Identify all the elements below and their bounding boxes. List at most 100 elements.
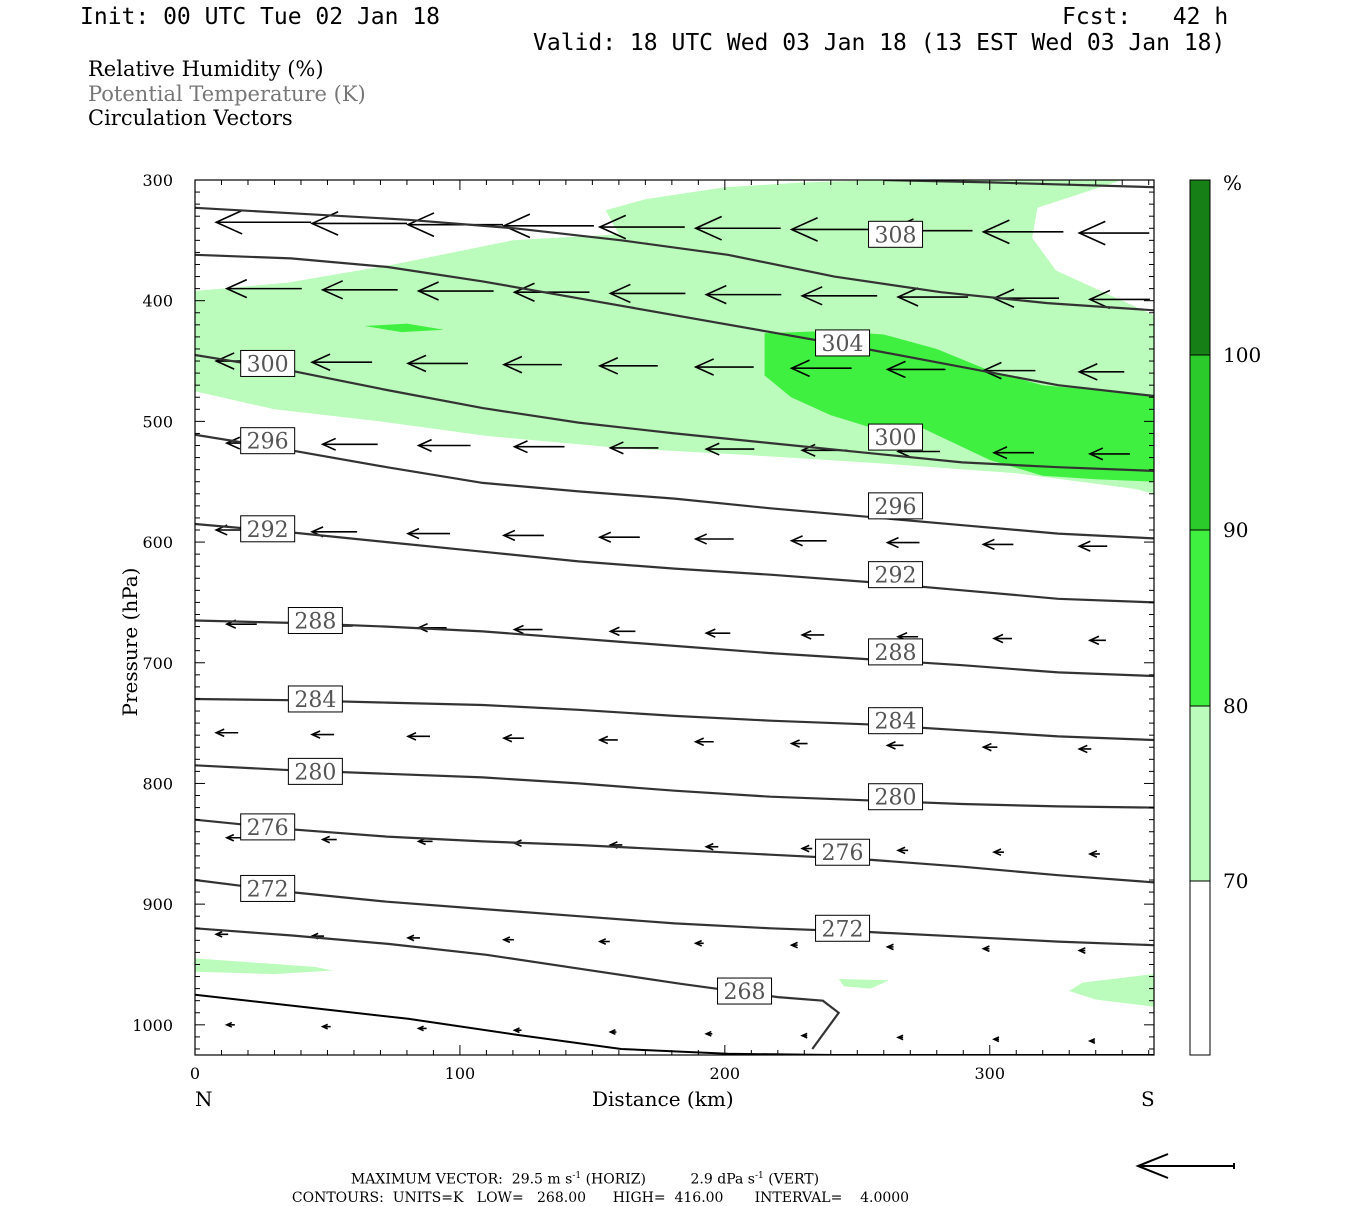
svg-text:304: 304: [822, 332, 864, 357]
y-tick-label: 400: [142, 292, 173, 311]
x-tick-label: 0: [190, 1064, 200, 1083]
vector-arrow: [885, 360, 946, 379]
y-tick-label: 800: [142, 774, 173, 793]
isentrope-label: 300: [868, 423, 924, 451]
vector-arrow: [800, 630, 825, 640]
svg-text:272: 272: [247, 877, 289, 902]
vector-arrow: [214, 728, 239, 738]
vector-arrow: [885, 943, 894, 951]
vector-arrow: [704, 1030, 713, 1037]
circulation-vectors: [214, 209, 1150, 1045]
north-label: N: [195, 1087, 213, 1111]
svg-text:296: 296: [875, 495, 917, 520]
x-axis-label: Distance (km): [592, 1087, 734, 1111]
colorbar-segment: [1190, 706, 1210, 881]
vector-arrow: [693, 533, 734, 545]
vector-arrow: [693, 939, 704, 947]
vector-arrow: [224, 278, 302, 299]
colorbar-level-label: 70: [1223, 869, 1248, 893]
isentrope-line: [195, 697, 1154, 742]
isentrope-label: 308: [868, 220, 924, 248]
colorbar-level-label: 100: [1223, 343, 1261, 367]
isentrope-line: [195, 878, 1154, 947]
y-tick-label: 300: [142, 171, 173, 190]
vector-arrow: [310, 353, 373, 372]
vector-arrow: [320, 1023, 331, 1030]
vector-arrow: [789, 359, 852, 378]
isentrope-label: 276: [815, 838, 871, 866]
isentrope-line: [195, 353, 1154, 472]
vector-arrow: [608, 441, 659, 455]
svg-text:276: 276: [247, 816, 289, 841]
vector-arrow: [896, 1034, 904, 1041]
isentrope-line: [195, 619, 1154, 678]
isentrope-line: [195, 253, 1154, 398]
rh-70-patch: [195, 958, 333, 975]
vector-arrow: [1087, 447, 1130, 461]
vector-arrow: [992, 848, 1004, 857]
y-axis-label: Pressure (hPa): [118, 567, 142, 717]
vector-arrow: [789, 739, 808, 748]
vector-arrow: [981, 538, 1014, 551]
vector-arrow: [214, 930, 229, 938]
colorbar-segment: [1190, 180, 1210, 355]
vector-arrow: [608, 626, 636, 637]
svg-text:268: 268: [724, 980, 766, 1005]
colorbar-segment: [1190, 355, 1210, 530]
valid-time: Valid: 18 UTC Wed 03 Jan 18 (13 EST Wed …: [533, 30, 1226, 56]
vector-arrow: [597, 357, 658, 375]
isentrope-line: [195, 433, 1154, 540]
colorbar: % 70 80 90 100: [1189, 171, 1261, 1056]
vector-arrow: [501, 355, 562, 374]
rh-70-patch: [1069, 974, 1154, 1007]
vector-arrow: [704, 442, 755, 456]
vector-arrow: [1087, 1038, 1096, 1045]
vector-arrow: [1087, 289, 1150, 310]
isentrope-line: [195, 927, 841, 1050]
svg-text:280: 280: [875, 786, 917, 811]
svg-text:288: 288: [294, 610, 336, 635]
isentrope-label: 276: [240, 813, 296, 841]
y-tick-label: 1000: [132, 1016, 173, 1035]
rh-shading: [195, 180, 1154, 1007]
isentrope-label: 296: [868, 492, 924, 520]
vector-arrow: [981, 945, 990, 953]
vector-arrow: [310, 730, 335, 739]
vector-arrow: [800, 1032, 808, 1039]
vector-arrow: [885, 741, 904, 750]
vector-arrow: [992, 1036, 1000, 1043]
vector-arrow: [214, 209, 312, 235]
vector-arrow: [501, 936, 514, 944]
vector-arrow: [320, 835, 337, 844]
x-tick-label: 200: [710, 1064, 741, 1083]
max-vector-info: MAXIMUM VECTOR: 29.5 m s-1 (HORIZ) 2.9 d…: [350, 1171, 820, 1188]
legend-theta: Potential Temperature (K): [88, 82, 366, 106]
vector-arrow: [320, 437, 378, 451]
colorbar-unit: %: [1223, 171, 1242, 195]
vector-arrow: [1077, 744, 1092, 754]
vector-arrow: [406, 934, 420, 942]
svg-text:308: 308: [875, 223, 917, 248]
isentrope-label: 288: [287, 607, 343, 635]
isentrope-label: 292: [868, 561, 924, 589]
rh-80-patch: [364, 323, 444, 333]
isentrope-line: [195, 206, 1154, 312]
isentrope-line: [195, 764, 1154, 809]
vector-arrow: [597, 938, 610, 945]
svg-text:300: 300: [875, 426, 917, 451]
vector-arrow: [693, 358, 754, 376]
svg-text:276: 276: [822, 841, 864, 866]
vector-arrow: [501, 213, 594, 239]
vector-arrow: [1077, 220, 1150, 246]
isentrope-label: 272: [240, 874, 296, 902]
max-vector-arrow-icon: [1135, 1153, 1235, 1179]
isentrope-label: 284: [287, 685, 343, 713]
vector-arrow: [224, 833, 243, 842]
south-label: S: [1141, 1087, 1155, 1111]
vector-arrow: [704, 842, 719, 851]
vector-arrow: [800, 844, 813, 853]
isentrope-label: 304: [815, 329, 871, 357]
svg-text:288: 288: [875, 641, 917, 666]
legend-vectors: Circulation Vectors: [88, 106, 293, 130]
isentrope-label: 288: [868, 638, 924, 666]
